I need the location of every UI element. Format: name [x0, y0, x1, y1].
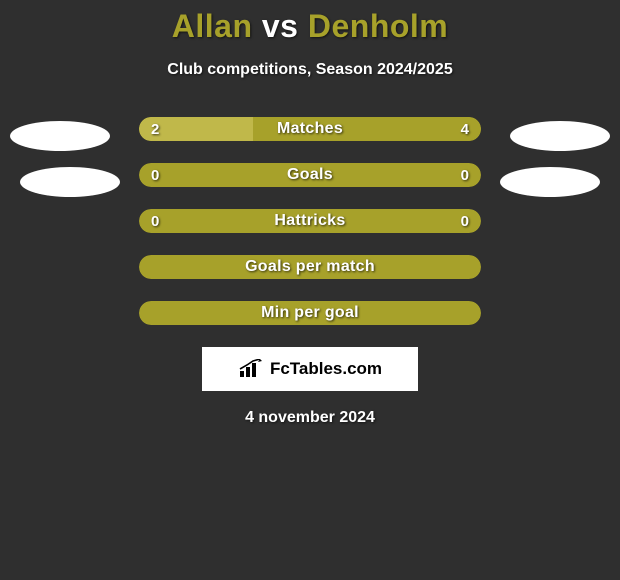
bar-row-goals-per-match: Goals per match — [139, 255, 481, 279]
logo-text: FcTables.com — [270, 359, 382, 379]
page-title: Allan vs Denholm — [0, 0, 620, 45]
bar-row-matches: 2 Matches 4 — [139, 117, 481, 141]
bar-label: Goals — [139, 163, 481, 187]
title-vs: vs — [252, 8, 307, 44]
bar-row-hattricks: 0 Hattricks 0 — [139, 209, 481, 233]
bar-value-right: 0 — [461, 163, 469, 187]
comparison-chart: 2 Matches 4 0 Goals 0 0 Hattricks 0 Goal… — [0, 117, 620, 427]
bar-label: Min per goal — [139, 301, 481, 325]
avatar-player2-a — [510, 121, 610, 151]
subtitle: Club competitions, Season 2024/2025 — [0, 61, 620, 79]
bar-label: Hattricks — [139, 209, 481, 233]
bar-label: Matches — [139, 117, 481, 141]
bar-row-min-per-goal: Min per goal — [139, 301, 481, 325]
bar-row-goals: 0 Goals 0 — [139, 163, 481, 187]
bar-value-right: 0 — [461, 209, 469, 233]
bars-container: 2 Matches 4 0 Goals 0 0 Hattricks 0 Goal… — [139, 117, 481, 325]
title-player1: Allan — [172, 8, 253, 44]
bar-value-right: 4 — [461, 117, 469, 141]
title-player2: Denholm — [308, 8, 448, 44]
logo-box[interactable]: FcTables.com — [202, 347, 418, 391]
avatar-player1-b — [20, 167, 120, 197]
avatar-player1-a — [10, 121, 110, 151]
bar-chart-icon — [238, 359, 264, 379]
date-text: 4 november 2024 — [0, 409, 620, 427]
bar-label: Goals per match — [139, 255, 481, 279]
avatar-player2-b — [500, 167, 600, 197]
